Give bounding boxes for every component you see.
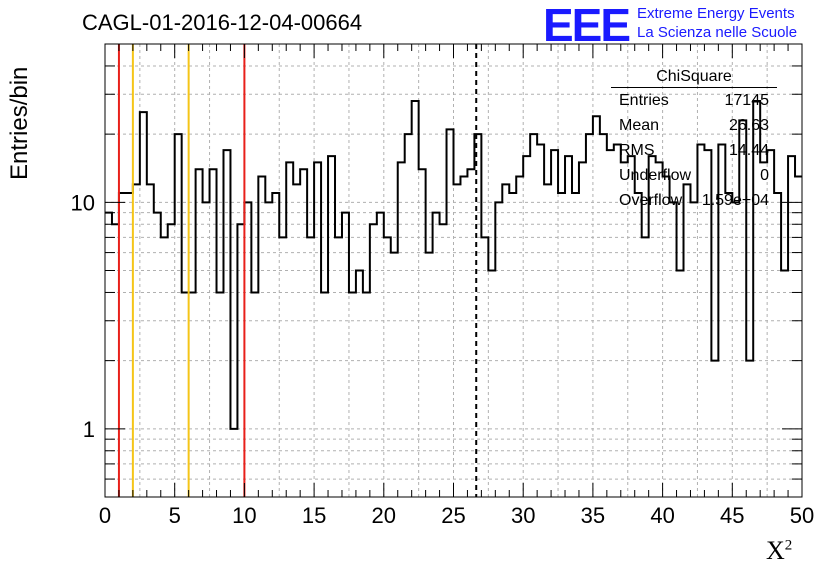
stats-label: Overflow	[619, 192, 683, 209]
histogram-series	[105, 100, 802, 430]
stats-label: Underflow	[619, 167, 692, 184]
x-axis-label-superscript: 2	[784, 537, 793, 554]
x-tick-label: 20	[372, 503, 396, 528]
y-tick-label: 10	[71, 190, 95, 215]
stats-value: 0	[760, 167, 769, 184]
x-tick-label: 35	[581, 503, 605, 528]
x-tick-label: 50	[790, 503, 814, 528]
x-axis-label: X2	[766, 536, 792, 566]
x-tick-label: 40	[650, 503, 674, 528]
logo-line1: Extreme Energy Events	[637, 5, 795, 22]
stats-row-mean: Mean 26.63	[611, 113, 777, 138]
stats-value: 17145	[724, 92, 770, 109]
x-tick-label: 5	[169, 503, 181, 528]
stats-row-rms: RMS 14.44	[611, 138, 777, 163]
x-tick-label: 0	[99, 503, 111, 528]
stats-label: Mean	[619, 117, 660, 134]
stats-row-underflow: Underflow 0	[611, 163, 777, 188]
stats-label: Entries	[619, 92, 669, 109]
stats-value: 14.44	[728, 142, 769, 159]
stats-row-overflow: Overflow 1.59e+04	[611, 188, 777, 213]
logo-caption: Extreme Energy Events La Scienza nelle S…	[637, 4, 797, 42]
x-tick-label: 10	[232, 503, 256, 528]
x-tick-label: 45	[720, 503, 744, 528]
eee-logo: EEE	[543, 0, 631, 51]
stats-label: RMS	[619, 142, 655, 159]
y-tick-label: 1	[83, 417, 95, 442]
x-tick-label: 15	[302, 503, 326, 528]
x-axis-label-main: X	[766, 536, 785, 565]
x-tick-label: 30	[511, 503, 535, 528]
stats-title: ChiSquare	[611, 68, 777, 88]
stats-box: ChiSquare Entries 17145 Mean 26.63 RMS 14.4…	[611, 68, 777, 213]
chart-title: CAGL-01-2016-12-04-00664	[82, 10, 363, 35]
stats-row-entries: Entries 17145	[611, 88, 777, 113]
logo-line2: La Scienza nelle Scuole	[637, 24, 798, 41]
stats-value: 26.63	[728, 117, 769, 134]
x-tick-label: 25	[441, 503, 465, 528]
stats-value: 1.59e+04	[701, 192, 769, 209]
y-axis-label: Entries/bin	[6, 66, 33, 180]
